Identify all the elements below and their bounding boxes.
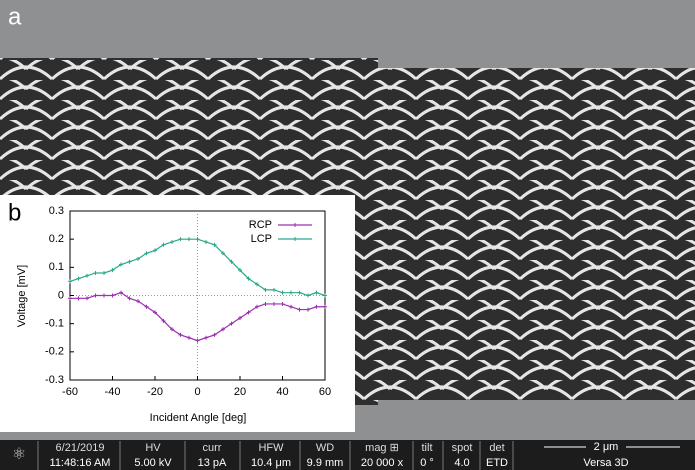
x-tick-label: -60 [62, 386, 78, 398]
x-tick-label: 40 [276, 386, 288, 398]
panel-label: a [8, 3, 22, 30]
info-label: WD [316, 442, 334, 454]
info-label: mag ⊞ [365, 442, 399, 454]
x-tick-label: 20 [234, 386, 246, 398]
y-tick-label: 0 [58, 289, 64, 301]
info-value: 0 ° [420, 457, 434, 469]
y-tick-label: 0.1 [49, 261, 64, 273]
y-tick-label: -0.3 [45, 374, 64, 386]
info-value: 10.4 μm [251, 457, 291, 469]
x-tick-label: 0 [194, 386, 200, 398]
x-tick-label: -40 [105, 386, 121, 398]
info-label: tilt [422, 442, 433, 454]
info-value: ETD [486, 457, 508, 469]
info-label: HV [145, 442, 161, 454]
x-tick-label: 60 [319, 386, 331, 398]
x-tick-label: -20 [147, 386, 163, 398]
info-value: 4.0 [454, 457, 469, 469]
info-label: det [489, 442, 504, 454]
info-label: spot [452, 442, 473, 454]
y-tick-label: -0.1 [45, 318, 64, 330]
legend-label: RCP [249, 219, 272, 231]
instrument: Versa 3D [583, 457, 628, 469]
info-value: 5.00 kV [134, 457, 172, 469]
scale-label: 2 μm [594, 441, 619, 453]
info-value: 20 000 x [361, 457, 404, 469]
legend-label: LCP [251, 233, 272, 245]
metasurface-right [378, 68, 695, 400]
panel-label: b [8, 199, 21, 226]
info-label: HFW [258, 442, 284, 454]
info-value: 9.9 mm [307, 457, 344, 469]
info-value: 11:48:16 AM [50, 457, 111, 469]
info-label: curr [203, 442, 222, 454]
y-tick-label: 0.2 [49, 233, 64, 245]
y-axis-label: Voltage [mV] [16, 265, 28, 327]
y-tick-label: -0.2 [45, 346, 64, 358]
logo-icon: ⚛ [12, 446, 26, 463]
figure: a b -0.3 -0.2 -0.1 0 0.1 0.2 0.3 -60 -40 -20 0 20 40… [0, 0, 695, 470]
y-tick-label: 0.3 [49, 205, 64, 217]
info-label: 6/21/2019 [56, 442, 105, 454]
info-value: 13 pA [198, 457, 227, 469]
inset-background [0, 195, 355, 432]
x-axis-label: Incident Angle [deg] [150, 412, 247, 424]
